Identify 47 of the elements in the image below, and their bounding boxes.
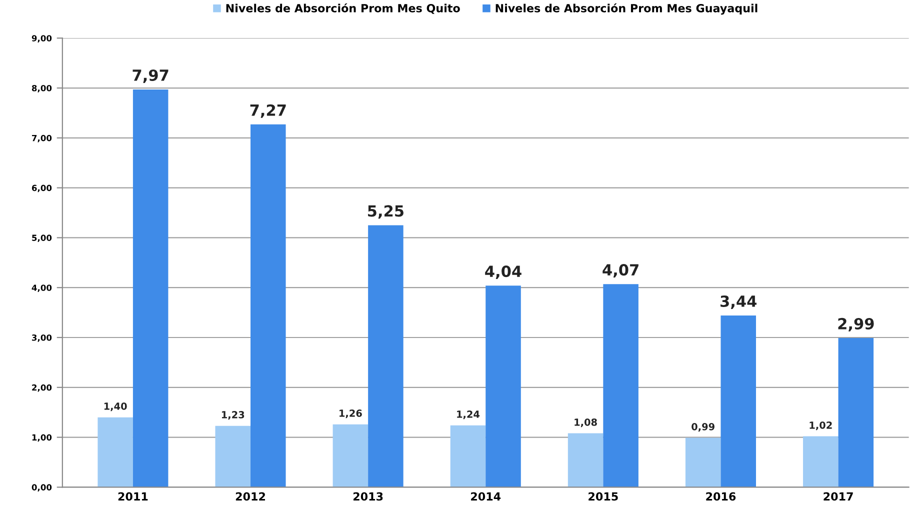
bar	[838, 338, 874, 488]
bar	[250, 124, 286, 488]
bar	[685, 438, 721, 488]
x-tick-label: 2011	[118, 492, 148, 501]
data-label: 4,07	[602, 264, 638, 278]
y-tick-label: 4,00	[32, 284, 52, 292]
data-label: 2,99	[838, 318, 874, 332]
bar	[803, 436, 838, 488]
data-label: 1,26	[340, 410, 362, 418]
y-tick-label: 8,00	[32, 84, 52, 92]
x-tick-label: 2016	[706, 492, 736, 501]
data-label: 3,44	[720, 295, 757, 309]
x-tick-label: 2015	[588, 492, 618, 501]
x-tick-label: 2014	[471, 492, 501, 501]
bar	[215, 426, 251, 488]
bar	[98, 417, 133, 488]
bar	[486, 286, 521, 488]
x-tick-label: 2013	[353, 492, 383, 501]
data-label: 7,97	[132, 69, 168, 83]
y-tick-label: 2,00	[32, 384, 52, 392]
x-tick-label: 2017	[824, 492, 853, 501]
y-tick-label: 6,00	[32, 184, 52, 192]
bar	[368, 225, 404, 488]
data-label: 4,04	[485, 266, 522, 280]
data-label: 1,24	[457, 410, 480, 420]
legend-label: Niveles de Absorción Prom Mes Guayaquil	[496, 3, 758, 15]
data-label: 1,02	[810, 422, 832, 430]
data-label: 1,08	[574, 418, 597, 428]
legend-label: Niveles de Absorción Prom Mes Quito	[226, 3, 460, 14]
bar	[332, 424, 368, 488]
data-label: 0,99	[692, 423, 714, 432]
bar	[603, 284, 638, 488]
y-tick-label: 9,00	[32, 35, 52, 42]
y-tick-label: 1,00	[32, 434, 52, 442]
data-label: 5,25	[368, 205, 404, 219]
bar	[450, 425, 486, 488]
data-label: 1,40	[104, 402, 127, 412]
data-label: 7,27	[250, 104, 286, 118]
y-tick-label: 3,00	[32, 334, 52, 342]
data-label: 1,23	[222, 411, 244, 420]
y-tick-label: 0,00	[32, 484, 52, 492]
x-tick-label: 2012	[236, 492, 266, 501]
y-tick-label: 5,00	[32, 234, 52, 242]
bar	[132, 90, 168, 488]
bar	[720, 316, 756, 488]
y-tick-label: 7,00	[32, 134, 52, 142]
bar	[568, 433, 604, 488]
